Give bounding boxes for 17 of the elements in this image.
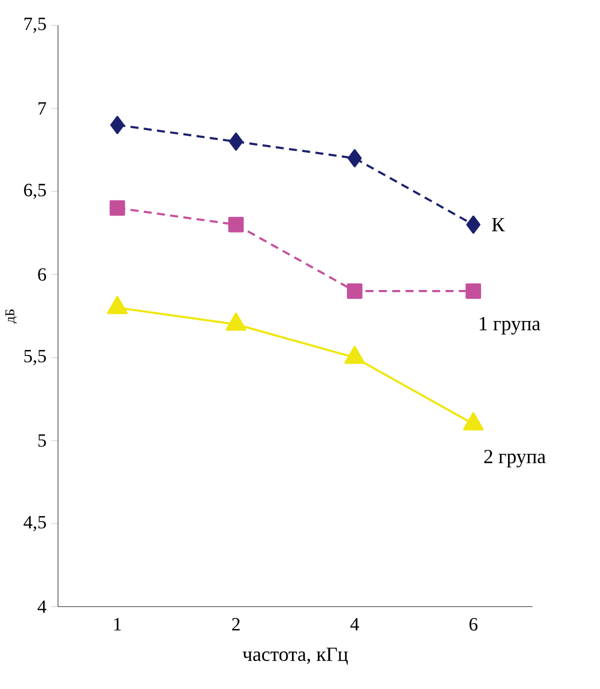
y-tick-label: 4 [38,600,46,613]
y-tick-label: 4,5 [24,516,46,532]
x-axis-title: частота, кГц [242,648,348,665]
series-label: 2 група [484,450,546,468]
x-tick-label: 6 [469,618,478,631]
y-tick-label: 7 [38,102,46,114]
y-tick-label: 5,5 [24,350,46,366]
x-tick-label: 1 [114,618,121,630]
y-tick-label: 6 [38,268,46,281]
x-tick-label: 2 [232,618,240,630]
y-tick-label: 7,5 [24,18,46,33]
y-tick-label: 6,5 [24,184,46,200]
y-axis-title: дБ [5,310,17,324]
series-label: К [492,218,505,232]
series-label: 1 група [480,317,540,334]
x-tick-label: 4 [350,618,360,630]
y-tick-label: 5 [38,434,46,447]
